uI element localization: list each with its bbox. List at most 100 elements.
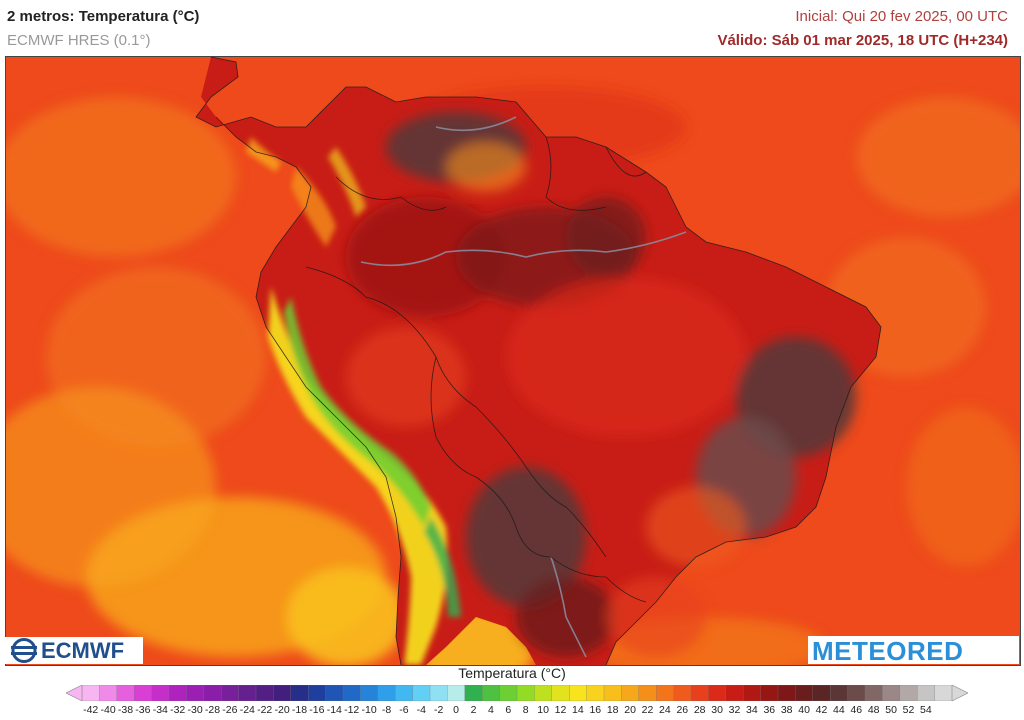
legend-tick-label: -20	[274, 704, 290, 716]
legend-tick-label: 42	[815, 704, 828, 716]
legend-color-cell	[690, 685, 709, 701]
legend-color-cell	[760, 685, 779, 701]
legend-tick-label: -22	[257, 704, 273, 716]
legend-color-cell	[743, 685, 762, 701]
legend-color-cell	[569, 685, 588, 701]
legend-tick-label: -2	[434, 704, 444, 716]
legend-color-cell	[586, 685, 605, 701]
legend-color-cell	[725, 685, 744, 701]
legend-tick-label: 54	[920, 704, 932, 716]
legend-color-cell	[673, 685, 692, 701]
legend-tick-label: -34	[152, 704, 168, 716]
legend-arrow-left	[66, 685, 83, 701]
legend-color-cell	[290, 685, 309, 701]
valid-time: Válido: Sáb 01 mar 2025, 18 UTC (H+234)	[717, 32, 1008, 49]
legend-tick-label: 26	[676, 704, 689, 716]
legend-color-cell	[447, 685, 466, 701]
legend-tick-label: 40	[798, 704, 810, 716]
legend-color-cell	[377, 685, 396, 701]
ecmwf-logo-icon	[11, 638, 37, 663]
orinoco-river	[435, 116, 517, 132]
legend-color-cell	[499, 685, 518, 701]
legend-color-cell	[864, 685, 883, 701]
legend-tick-label: -8	[381, 704, 392, 716]
legend-tick-label: -36	[135, 704, 151, 716]
legend-tick-label: -10	[361, 704, 377, 716]
legend-color-cell	[273, 685, 292, 701]
legend-tick-label: -4	[416, 704, 426, 716]
legend-color-cell	[777, 685, 796, 701]
legend-title: Temperatura (°C)	[458, 665, 566, 681]
legend-tick-label: 18	[606, 704, 619, 716]
legend-tick-label: 34	[746, 704, 758, 716]
legend-color-cell	[168, 685, 187, 701]
legend-tick-label: -42	[83, 704, 99, 716]
legend-color-cell	[221, 685, 240, 701]
init-time: Inicial: Qui 20 fev 2025, 00 UTC	[795, 8, 1008, 25]
legend-color-cell	[308, 685, 327, 701]
color-legend-bar	[66, 685, 968, 701]
ecmwf-logo-text: ECMWF	[41, 638, 125, 663]
rivers	[360, 116, 687, 658]
legend-tick-label: -6	[399, 704, 409, 716]
legend-color-cell	[464, 685, 483, 701]
legend-color-cell	[917, 685, 936, 701]
legend-tick-label: 14	[572, 704, 584, 716]
legend-tick-label: 24	[659, 704, 671, 716]
legend-color-cell	[360, 685, 379, 701]
andes-temperature-field	[246, 137, 461, 665]
legend-color-cell	[708, 685, 727, 701]
legend-color-cell	[830, 685, 849, 701]
country-borders	[195, 57, 882, 665]
legend-tick-label: 12	[554, 704, 567, 716]
legend-tick-label: 28	[693, 704, 706, 716]
parana-river	[550, 556, 587, 658]
legend-tick-label: -18	[291, 704, 308, 716]
legend-tick-label: -24	[239, 704, 255, 716]
legend-tick-label: -26	[222, 704, 238, 716]
legend-color-cell	[638, 685, 657, 701]
legend-tick-label: 46	[850, 704, 863, 716]
legend-tick-label: -14	[326, 704, 342, 716]
legend-color-cell	[412, 685, 431, 701]
legend-color-cell	[899, 685, 918, 701]
ecmwf-logo: ECMWF	[5, 637, 143, 664]
legend-color-cell	[934, 685, 953, 701]
map-canvas	[6, 57, 1020, 665]
legend-tick-label: -40	[100, 704, 116, 716]
legend-tick-label: 30	[711, 704, 723, 716]
meteored-logo-text: METEORED	[812, 636, 964, 666]
temperature-map[interactable]	[5, 56, 1021, 666]
legend-tick-label: 50	[885, 704, 897, 716]
legend-arrow-right	[951, 685, 968, 701]
legend-color-cell	[134, 685, 153, 701]
legend-tick-label: 6	[505, 704, 512, 716]
legend-color-cell	[342, 685, 361, 701]
meteored-logo: METEORED	[808, 636, 1019, 666]
legend-tick-label: -12	[344, 704, 360, 716]
legend-color-cell	[395, 685, 414, 701]
legend-color-cell	[795, 685, 814, 701]
legend-color-cell	[603, 685, 622, 701]
legend-color-cell	[255, 685, 274, 701]
legend-tick-label: -38	[117, 704, 134, 716]
legend-color-cell	[81, 685, 100, 701]
legend-tick-label: -16	[309, 704, 325, 716]
legend-tick-label: 2	[470, 704, 477, 716]
legend-tick-label: 8	[522, 704, 529, 716]
map-title: 2 metros: Temperatura (°C)	[7, 8, 200, 25]
legend-color-cell	[151, 685, 170, 701]
legend-tick-label: 4	[487, 704, 494, 716]
legend-tick-label: -28	[204, 704, 221, 716]
legend-tick-label: 0	[453, 704, 460, 716]
ocean-temperature-field	[6, 87, 1020, 665]
legend-color-cell	[551, 685, 570, 701]
legend-color-cell	[882, 685, 901, 701]
legend-tick-label: 48	[867, 704, 880, 716]
amazon-river	[360, 231, 687, 267]
legend-color-cell	[534, 685, 553, 701]
legend-tick-label: 32	[728, 704, 741, 716]
legend-tick-label: -32	[170, 704, 186, 716]
land-temperature-field	[346, 112, 856, 657]
legend-color-cell	[847, 685, 866, 701]
